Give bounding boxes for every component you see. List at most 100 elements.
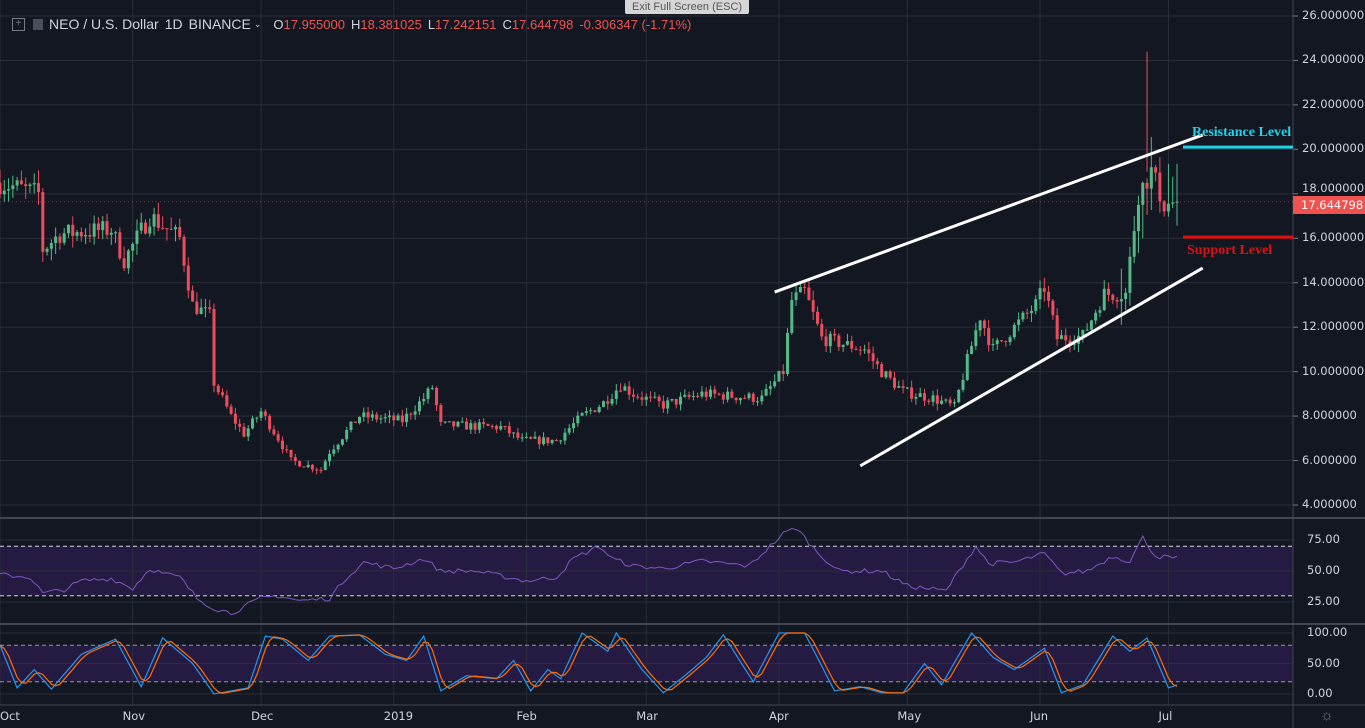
candle-body: [383, 417, 387, 419]
candle-body: [666, 400, 670, 409]
candle-body: [653, 396, 657, 398]
candle-body: [165, 228, 169, 230]
price-axis-label: 26.000000: [1302, 8, 1365, 22]
candle-body: [1051, 300, 1055, 316]
candle-body: [298, 461, 302, 467]
candle-body: [961, 379, 965, 390]
time-axis-label: Nov: [122, 709, 146, 723]
candle-body: [807, 287, 811, 301]
candle-body: [345, 429, 349, 440]
price-axis-label: 18.000000: [1302, 180, 1365, 195]
candle-body: [358, 416, 362, 423]
stoch-k-line: [0, 631, 1178, 695]
candle-body: [623, 386, 627, 391]
price-axis-label: 20.000000: [1302, 141, 1365, 156]
candle-body: [559, 440, 563, 442]
candle-body: [910, 387, 914, 399]
candle-body: [747, 393, 751, 399]
candle-body: [259, 411, 263, 418]
candle-body: [1102, 288, 1106, 311]
last-price-tag: 17.644798: [1293, 195, 1365, 214]
candle-body: [734, 397, 738, 401]
candle-body: [905, 387, 909, 389]
candle-body: [987, 328, 991, 346]
time-axis-label: Feb: [516, 709, 537, 723]
candle-body: [922, 393, 926, 401]
candle-body: [636, 396, 640, 398]
price-axis-label: 14.000000: [1302, 274, 1365, 289]
candle-body: [1072, 343, 1076, 345]
candle-body: [627, 386, 631, 395]
change-value: -0.306347 (-1.71%): [579, 16, 692, 32]
candle-body: [649, 396, 653, 398]
candle-body: [7, 189, 11, 191]
candle-body: [982, 320, 986, 329]
candle-body: [1000, 340, 1004, 342]
exit-fullscreen-button[interactable]: Exit Full Screen (ESC): [625, 0, 749, 14]
candle-body: [1175, 201, 1179, 203]
candle-body: [387, 415, 391, 418]
candle-body: [409, 413, 413, 415]
candle-body: [1094, 312, 1098, 321]
candle-body: [319, 469, 323, 471]
candle-body: [41, 192, 45, 252]
lower-trendline: [859, 266, 1204, 468]
symbol-logo-icon: [33, 18, 43, 30]
candle-body: [233, 413, 237, 424]
candle-body: [435, 387, 439, 406]
candle-body: [957, 389, 961, 403]
symbol-name[interactable]: NEO / U.S. Dollar: [49, 16, 159, 32]
open-value: 17.955000: [283, 16, 345, 32]
candle-body: [1166, 203, 1170, 212]
candle-body: [1107, 288, 1111, 295]
interval-label[interactable]: 1D: [164, 16, 183, 32]
candle-body: [576, 415, 580, 424]
candle-body: [1141, 182, 1145, 205]
candle-body: [1038, 288, 1042, 300]
compare-add-icon[interactable]: +: [12, 17, 25, 31]
candle-body: [375, 414, 379, 420]
price-axis-label: 4.000000: [1302, 497, 1357, 511]
candle-body: [589, 410, 593, 412]
candle-body: [1128, 256, 1132, 293]
resistance-level-label: Resistance Level: [1192, 125, 1292, 140]
candle-body: [657, 396, 661, 402]
candle-body: [0, 182, 2, 195]
candle-body: [717, 393, 721, 395]
candle-body: [704, 391, 708, 397]
candle-body: [567, 428, 571, 433]
candle-body: [156, 214, 160, 228]
candle-body: [503, 425, 507, 427]
candle-body: [447, 421, 451, 423]
exchange-label[interactable]: BINANCE: [188, 16, 251, 32]
candle-body: [533, 436, 537, 439]
candle-body: [507, 426, 511, 434]
candle-body: [614, 390, 618, 399]
candle-body: [126, 250, 130, 269]
candle-body: [858, 349, 862, 351]
candle-body: [2, 190, 6, 195]
rsi-line: [0, 527, 1178, 616]
candle-body: [1098, 310, 1102, 313]
candle-body: [1034, 299, 1038, 311]
candle-body: [1064, 335, 1068, 341]
upper-trendline: [774, 133, 1204, 294]
candle-body: [683, 394, 687, 397]
chevron-down-icon[interactable]: ⌄: [253, 18, 262, 29]
candle-body: [221, 392, 225, 396]
candle-body: [756, 401, 760, 403]
candle-body: [465, 421, 469, 430]
candle-body: [738, 398, 742, 401]
symbol-header: + NEO / U.S. Dollar 1D BINANCE ⌄ O 17.955…: [0, 15, 691, 33]
candle-body: [880, 364, 884, 378]
candle-body: [255, 417, 259, 419]
candle-body: [610, 398, 614, 404]
candle-body: [135, 230, 139, 244]
candle-body: [268, 415, 272, 430]
candle-body: [499, 425, 503, 430]
settings-gear-icon[interactable]: ☼: [1320, 707, 1334, 724]
candle-body: [144, 222, 148, 234]
candle-body: [473, 423, 477, 430]
